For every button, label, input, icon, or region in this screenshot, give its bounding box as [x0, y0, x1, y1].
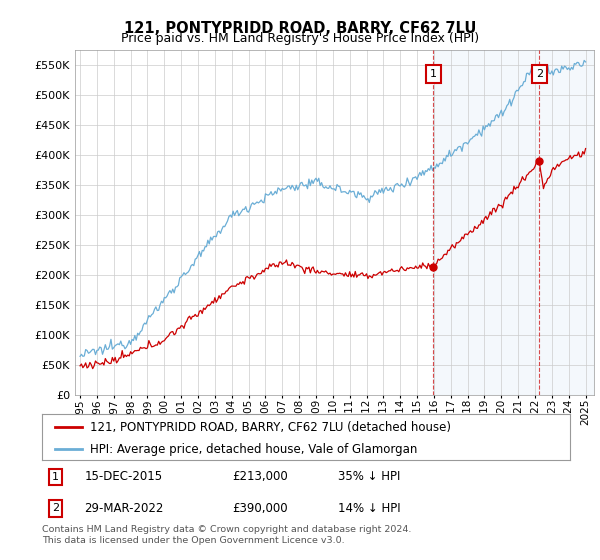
Text: 1: 1 — [430, 69, 437, 80]
Text: Contains HM Land Registry data © Crown copyright and database right 2024.
This d: Contains HM Land Registry data © Crown c… — [42, 525, 412, 545]
Text: 121, PONTYPRIDD ROAD, BARRY, CF62 7LU (detached house): 121, PONTYPRIDD ROAD, BARRY, CF62 7LU (d… — [89, 421, 451, 434]
Text: 121, PONTYPRIDD ROAD, BARRY, CF62 7LU: 121, PONTYPRIDD ROAD, BARRY, CF62 7LU — [124, 21, 476, 36]
Text: £213,000: £213,000 — [232, 470, 288, 483]
Text: 2: 2 — [52, 503, 59, 514]
Text: HPI: Average price, detached house, Vale of Glamorgan: HPI: Average price, detached house, Vale… — [89, 443, 417, 456]
Text: 29-MAR-2022: 29-MAR-2022 — [84, 502, 164, 515]
Text: 35% ↓ HPI: 35% ↓ HPI — [338, 470, 400, 483]
Text: £390,000: £390,000 — [232, 502, 288, 515]
Text: 14% ↓ HPI: 14% ↓ HPI — [338, 502, 400, 515]
Bar — [433, 50, 594, 395]
Text: 2: 2 — [536, 69, 543, 80]
Text: 15-DEC-2015: 15-DEC-2015 — [84, 470, 163, 483]
Text: Price paid vs. HM Land Registry's House Price Index (HPI): Price paid vs. HM Land Registry's House … — [121, 32, 479, 45]
Text: 1: 1 — [52, 472, 59, 482]
